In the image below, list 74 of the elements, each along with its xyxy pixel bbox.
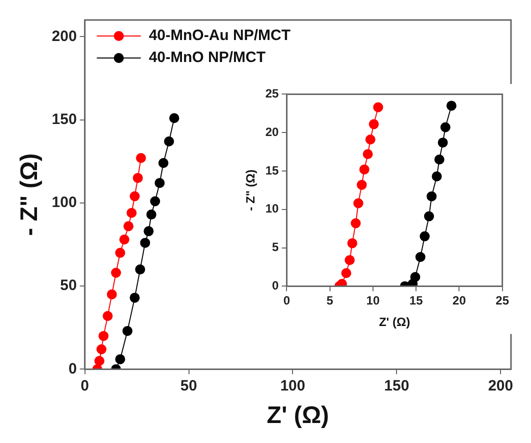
- point: [432, 171, 442, 182]
- point: [350, 218, 361, 228]
- point: [440, 122, 450, 132]
- point: [123, 221, 134, 232]
- x-tick-label: 25: [496, 294, 510, 308]
- point: [362, 149, 373, 160]
- point: [158, 158, 168, 168]
- point: [164, 136, 174, 146]
- point: [119, 234, 130, 244]
- point: [122, 326, 132, 336]
- y-tick-label: 0: [272, 278, 280, 293]
- x-tick-label: 150: [384, 377, 410, 394]
- point: [415, 252, 426, 262]
- point: [341, 268, 352, 278]
- y-tick-label: 200: [52, 28, 77, 45]
- point: [94, 356, 104, 366]
- y-tick-label: 100: [52, 194, 77, 212]
- point: [336, 278, 347, 286]
- y-tick-label: 10: [265, 202, 280, 216]
- point: [115, 354, 126, 364]
- point: [410, 272, 420, 282]
- point: [368, 119, 379, 130]
- point: [135, 264, 146, 274]
- x-tick-label: 15: [409, 294, 424, 308]
- point: [96, 344, 106, 354]
- point: [126, 208, 137, 218]
- point: [144, 226, 154, 236]
- legend-label: 40-MnO NP/MCT: [148, 49, 266, 66]
- point: [426, 191, 437, 202]
- point: [130, 191, 140, 202]
- x-tick-label: 10: [366, 294, 380, 308]
- x-tick-label: 50: [180, 377, 198, 394]
- point: [347, 238, 358, 248]
- point: [420, 231, 430, 242]
- point: [434, 154, 444, 164]
- y-tick-label: 25: [265, 86, 280, 101]
- x-tick-label: 5: [326, 294, 334, 308]
- point: [353, 198, 364, 208]
- x-tick-label: 0: [80, 377, 89, 394]
- point: [356, 180, 367, 190]
- point: [169, 113, 180, 124]
- point: [365, 134, 376, 145]
- x-axis-title: Z' (Ω): [378, 315, 410, 330]
- point: [146, 210, 156, 220]
- point: [373, 102, 384, 112]
- y-tick-label: 50: [60, 277, 77, 294]
- point: [106, 289, 117, 300]
- point: [154, 178, 165, 188]
- x-tick-label: 20: [452, 294, 466, 308]
- point: [115, 248, 126, 258]
- point: [111, 268, 122, 278]
- x-axis-title: Z' (Ω): [266, 402, 330, 430]
- y-tick-label: 20: [265, 124, 280, 139]
- point: [359, 164, 370, 174]
- point: [140, 238, 150, 248]
- point: [150, 196, 160, 206]
- legend-label: 40-MnO-Au NP/MCT: [148, 27, 290, 44]
- y-tick-label: 0: [68, 360, 77, 378]
- point: [446, 100, 456, 111]
- x-tick-label: 0: [283, 294, 290, 308]
- point: [136, 153, 146, 164]
- point: [424, 211, 434, 222]
- x-tick-label: 200: [488, 377, 514, 394]
- point: [344, 255, 355, 266]
- y-axis-title: - Z" (Ω): [16, 153, 44, 236]
- point: [130, 292, 140, 303]
- y-tick-label: 15: [265, 163, 280, 178]
- y-axis-title: - Z" (Ω): [244, 170, 258, 211]
- point: [98, 330, 109, 341]
- point: [102, 310, 113, 321]
- y-tick-label: 150: [52, 110, 77, 128]
- y-tick-label: 5: [272, 240, 280, 254]
- point: [438, 138, 448, 148]
- point: [132, 172, 143, 183]
